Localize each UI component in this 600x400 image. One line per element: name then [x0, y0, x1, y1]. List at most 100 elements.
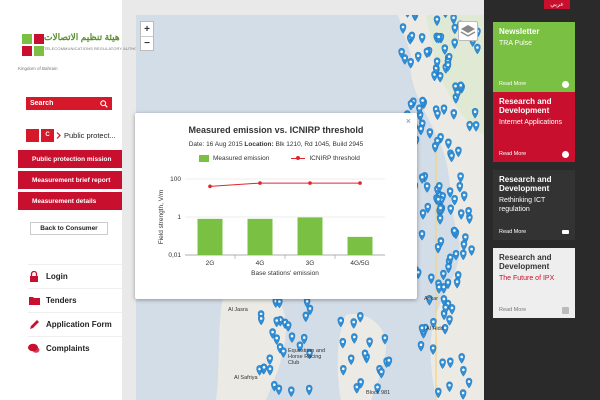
map-marker-icon[interactable]: [357, 312, 364, 323]
map-marker-icon[interactable]: [301, 333, 308, 345]
menu-item-brief-report[interactable]: Measurement brief report: [18, 171, 122, 189]
map-marker-icon[interactable]: [296, 341, 304, 353]
card-internet-applications[interactable]: Research and Development Internet Applic…: [493, 92, 575, 162]
map-marker-icon[interactable]: [275, 384, 283, 396]
map-marker-icon[interactable]: [351, 333, 358, 344]
map-marker-icon[interactable]: [418, 229, 426, 241]
map-marker-icon[interactable]: [306, 384, 313, 396]
map-marker-icon[interactable]: [474, 43, 481, 55]
map-marker-icon[interactable]: [465, 377, 473, 389]
map-marker-icon[interactable]: [411, 15, 418, 20]
map-marker-icon[interactable]: [458, 209, 465, 220]
map-marker-icon[interactable]: [417, 124, 425, 136]
map-marker-icon[interactable]: [303, 297, 311, 309]
tenders-link[interactable]: Tenders: [28, 288, 122, 312]
map-marker-icon[interactable]: [459, 389, 467, 400]
map-marker-icon[interactable]: [306, 304, 314, 316]
map-marker-icon[interactable]: [471, 107, 479, 119]
map-marker-icon[interactable]: [444, 61, 452, 72]
map-marker-icon[interactable]: [440, 295, 448, 306]
map-marker-icon[interactable]: [451, 23, 458, 35]
complaints-link[interactable]: Complaints: [28, 336, 122, 360]
zoom-in-button[interactable]: +: [144, 23, 150, 35]
map-marker-icon[interactable]: [472, 121, 480, 132]
map-marker-icon[interactable]: [423, 182, 431, 193]
login-link[interactable]: Login: [28, 264, 122, 288]
map-marker-icon[interactable]: [429, 344, 437, 355]
map-marker-icon[interactable]: [436, 182, 443, 193]
map-marker-icon[interactable]: [276, 297, 283, 309]
map-marker-icon[interactable]: [446, 381, 453, 393]
map-marker-icon[interactable]: [418, 324, 426, 335]
map-marker-icon[interactable]: [408, 31, 416, 43]
map-marker-icon[interactable]: [357, 378, 364, 389]
map-marker-icon[interactable]: [448, 151, 455, 163]
map-marker-icon[interactable]: [440, 104, 448, 116]
map-marker-icon[interactable]: [435, 283, 443, 294]
map-marker-icon[interactable]: [423, 47, 431, 59]
map-marker-icon[interactable]: [269, 328, 276, 339]
map-marker-icon[interactable]: [451, 38, 458, 50]
map-marker-icon[interactable]: [302, 311, 309, 323]
map-marker-icon[interactable]: [399, 23, 407, 34]
map-marker-icon[interactable]: [419, 173, 426, 184]
map-marker-icon[interactable]: [417, 341, 425, 352]
map-marker-icon[interactable]: [280, 347, 287, 358]
map-marker-icon[interactable]: [378, 368, 385, 379]
map-marker-icon[interactable]: [401, 54, 408, 65]
map-marker-icon[interactable]: [266, 365, 274, 376]
map-marker-icon[interactable]: [437, 204, 444, 215]
map-marker-icon[interactable]: [446, 315, 453, 326]
map-marker-icon[interactable]: [435, 387, 442, 399]
map-marker-icon[interactable]: [260, 363, 268, 375]
close-icon[interactable]: ×: [405, 116, 411, 126]
map-marker-icon[interactable]: [442, 15, 448, 19]
map-marker-icon[interactable]: [442, 303, 449, 315]
map-marker-icon[interactable]: [435, 33, 442, 44]
map-marker-icon[interactable]: [350, 318, 357, 329]
map-marker-icon[interactable]: [466, 120, 473, 132]
zoom-out-button[interactable]: −: [141, 36, 153, 50]
search-icon[interactable]: [100, 99, 108, 108]
map-marker-icon[interactable]: [416, 104, 423, 116]
map-marker-icon[interactable]: [428, 273, 435, 285]
map-marker-icon[interactable]: [446, 187, 454, 198]
map-marker-icon[interactable]: [440, 269, 447, 281]
map-marker-icon[interactable]: [435, 195, 442, 207]
map-marker-icon[interactable]: [415, 52, 422, 63]
map-marker-icon[interactable]: [437, 237, 445, 248]
map-markers[interactable]: [136, 15, 484, 400]
map-marker-icon[interactable]: [451, 194, 458, 206]
map-marker-icon[interactable]: [460, 249, 467, 261]
map-marker-icon[interactable]: [448, 304, 456, 315]
map-marker-icon[interactable]: [258, 314, 265, 326]
map-marker-icon[interactable]: [288, 332, 296, 343]
map-marker-icon[interactable]: [450, 15, 457, 25]
map-marker-icon[interactable]: [385, 356, 393, 368]
search-input[interactable]: [30, 100, 90, 107]
map-marker-icon[interactable]: [374, 383, 381, 394]
map-marker-icon[interactable]: [468, 245, 475, 256]
map-marker-icon[interactable]: [424, 202, 431, 214]
map-marker-icon[interactable]: [445, 138, 452, 150]
map-marker-icon[interactable]: [458, 353, 465, 364]
card-future-of-ipx[interactable]: Research and Development The Future of I…: [493, 248, 575, 318]
map-marker-icon[interactable]: [405, 15, 411, 18]
map-marker-icon[interactable]: [447, 204, 454, 216]
menu-item-measurement-details[interactable]: Measurement details: [18, 192, 122, 210]
map-marker-icon[interactable]: [447, 253, 454, 265]
map-marker-icon[interactable]: [457, 172, 464, 183]
map-marker-icon[interactable]: [456, 181, 463, 193]
breadcrumb-consumer-icon[interactable]: C: [41, 128, 54, 142]
map-marker-icon[interactable]: [437, 72, 444, 83]
map-marker-icon[interactable]: [419, 96, 426, 108]
tra-logo[interactable]: هيئة تنظيم الاتصالات TELECOMMUNICATIONS …: [16, 18, 147, 88]
map-marker-icon[interactable]: [426, 295, 433, 306]
read-more-link[interactable]: Read More: [499, 229, 527, 235]
map-marker-icon[interactable]: [460, 240, 468, 251]
map-marker-icon[interactable]: [455, 146, 462, 158]
card-newsletter[interactable]: Newsletter TRA Pulse Read More: [493, 22, 575, 92]
map-marker-icon[interactable]: [439, 358, 446, 370]
map-marker-icon[interactable]: [451, 226, 458, 238]
map-marker-icon[interactable]: [454, 88, 461, 100]
